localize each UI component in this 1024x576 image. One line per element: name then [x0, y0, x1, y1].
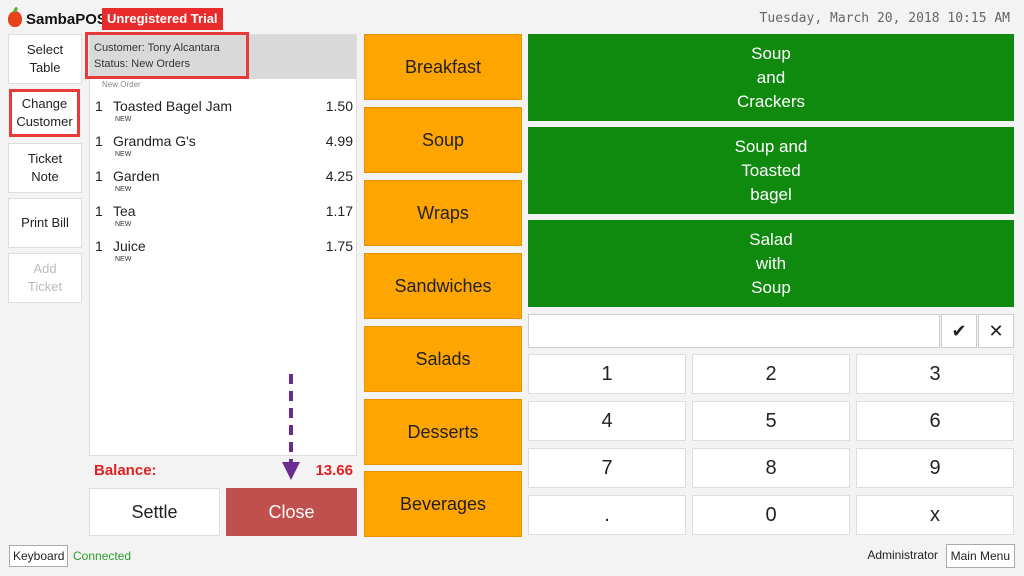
order-price: 1.17	[325, 203, 353, 219]
close-icon: ✕	[988, 320, 1004, 341]
numpad-key-0[interactable]: 0	[692, 495, 850, 535]
order-qty: 1	[95, 238, 103, 254]
order-group-label: New Order	[102, 80, 141, 89]
balance-label: Balance:	[94, 462, 157, 479]
print-bill-button[interactable]: Print Bill	[8, 198, 82, 248]
keyboard-button[interactable]: Keyboard	[9, 545, 69, 567]
order-price: 4.25	[325, 168, 353, 184]
numpad-key-6[interactable]: 6	[856, 401, 1014, 441]
main-menu-button[interactable]: Main Menu	[945, 544, 1015, 568]
app-name: SambaPOS	[26, 10, 107, 28]
customer-info-box[interactable]: Customer: Tony Alcantara Status: New Ord…	[85, 32, 249, 79]
order-name: Garden	[113, 168, 160, 184]
add-ticket-button[interactable]: Add Ticket	[8, 253, 82, 303]
order-status-tag: NEW	[115, 256, 132, 263]
numpad-key-7[interactable]: 7	[528, 448, 686, 488]
clear-button[interactable]: ✕	[978, 314, 1014, 348]
category-breakfast[interactable]: Breakfast	[364, 34, 522, 100]
product-label: Salad with Soup	[749, 229, 793, 297]
numpad-key-multiply[interactable]: x	[856, 495, 1014, 535]
confirm-button[interactable]: ✔	[941, 314, 977, 348]
order-line[interactable]: 1 Tea 1.17 NEW	[95, 203, 353, 238]
ticket-panel: New Order 1 Toasted Bagel Jam 1.50 NEW 1…	[89, 34, 357, 456]
order-status-tag: NEW	[115, 116, 132, 123]
numpad-key-2[interactable]: 2	[692, 354, 850, 394]
numpad-input[interactable]	[528, 314, 940, 348]
order-qty: 1	[95, 203, 103, 219]
order-price: 4.99	[325, 133, 353, 149]
order-status-tag: NEW	[115, 186, 132, 193]
order-name: Juice	[113, 238, 146, 254]
ticket-status: Status: New Orders	[94, 58, 190, 70]
order-line[interactable]: 1 Juice 1.75 NEW	[95, 238, 353, 273]
close-button[interactable]: Close	[226, 488, 357, 536]
settle-button[interactable]: Settle	[89, 488, 220, 536]
change-customer-label: Change Customer	[16, 96, 73, 129]
order-qty: 1	[95, 133, 103, 149]
category-sandwiches[interactable]: Sandwiches	[364, 253, 522, 319]
numpad-key-5[interactable]: 5	[692, 401, 850, 441]
order-status-tag: NEW	[115, 151, 132, 158]
order-name: Toasted Bagel Jam	[113, 98, 233, 114]
order-line[interactable]: 1 Garden 4.25 NEW	[95, 168, 353, 203]
order-name: Tea	[113, 203, 136, 219]
numpad-key-dot[interactable]: .	[528, 495, 686, 535]
datetime-display: Tuesday, March 20, 2018 10:15 AM	[759, 11, 1010, 26]
order-status-tag: NEW	[115, 221, 132, 228]
connection-status: Connected	[73, 549, 132, 563]
order-price: 1.50	[325, 98, 353, 114]
ticket-note-button[interactable]: Ticket Note	[8, 143, 82, 193]
category-wraps[interactable]: Wraps	[364, 180, 522, 246]
product-button[interactable]: Salad with Soup	[528, 220, 1014, 307]
category-beverages[interactable]: Beverages	[364, 471, 522, 537]
numpad-key-4[interactable]: 4	[528, 401, 686, 441]
category-salads[interactable]: Salads	[364, 326, 522, 392]
ticket-header	[90, 35, 356, 79]
order-price: 1.75	[325, 238, 353, 254]
order-name: Grandma G's	[113, 133, 196, 149]
category-desserts[interactable]: Desserts	[364, 399, 522, 465]
product-button[interactable]: Soup and Crackers	[528, 34, 1014, 121]
select-table-button[interactable]: Select Table	[8, 34, 82, 84]
product-button[interactable]: Soup and Toasted bagel	[528, 127, 1014, 214]
numpad-key-8[interactable]: 8	[692, 448, 850, 488]
order-line[interactable]: 1 Grandma G's 4.99 NEW	[95, 133, 353, 168]
category-soup[interactable]: Soup	[364, 107, 522, 173]
ticket-note-label: Ticket Note	[27, 151, 63, 184]
numpad-key-3[interactable]: 3	[856, 354, 1014, 394]
order-qty: 1	[95, 168, 103, 184]
product-label: Soup and Crackers	[736, 43, 805, 111]
current-user: Administrator	[867, 548, 938, 562]
order-line[interactable]: 1 Toasted Bagel Jam 1.50 NEW	[95, 98, 353, 133]
app-logo: SambaPOS	[8, 8, 111, 30]
print-bill-label: Print Bill	[21, 215, 69, 230]
check-icon: ✔	[951, 320, 967, 341]
customer-name: Customer: Tony Alcantara	[94, 42, 220, 54]
trial-badge: Unregistered Trial	[102, 8, 223, 30]
numpad-key-1[interactable]: 1	[528, 354, 686, 394]
product-label: Soup and Toasted bagel	[734, 136, 808, 204]
down-arrow-annotation-icon	[282, 374, 300, 480]
add-ticket-label: Add Ticket	[27, 261, 63, 294]
order-qty: 1	[95, 98, 103, 114]
tomato-logo-icon	[8, 11, 22, 27]
select-table-label: Select Table	[26, 42, 64, 75]
change-customer-button[interactable]: Change Customer	[9, 89, 80, 137]
balance-value: 13.66	[315, 462, 353, 479]
numpad-key-9[interactable]: 9	[856, 448, 1014, 488]
